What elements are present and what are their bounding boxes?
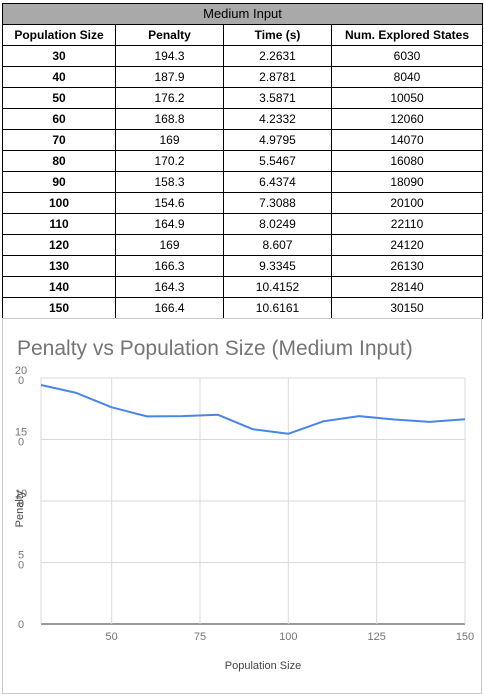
- y-tick-label: 20: [15, 365, 27, 377]
- x-tick-label: 150: [456, 631, 474, 643]
- table-cell: 26130: [330, 255, 484, 277]
- table-cell: 40: [2, 66, 116, 88]
- column-header: Num. Explored States: [330, 24, 484, 46]
- table-cell: 22110: [330, 213, 484, 235]
- y-tick-label: 0: [18, 619, 24, 631]
- table-cell: 9.3345: [223, 255, 332, 277]
- table-row: 60 168.8 4.2332 12060: [2, 108, 484, 130]
- x-tick-label: 75: [194, 631, 206, 643]
- table-row: 30 194.3 2.2631 6030: [2, 45, 484, 67]
- table-row: 110 164.9 8.0249 22110: [2, 213, 484, 235]
- table-cell: 16080: [330, 150, 484, 172]
- table-cell: 70: [2, 129, 116, 151]
- table-cell: 100: [2, 192, 116, 214]
- y-tick-label: 5: [18, 550, 24, 562]
- penalty-series-line: [40, 384, 466, 435]
- table-cell: 169: [115, 129, 224, 151]
- table-cell: 120: [2, 234, 116, 256]
- table-row: 100 154.6 7.3088 20100: [2, 192, 484, 214]
- table-cell: 164.9: [115, 213, 224, 235]
- table-cell: 176.2: [115, 87, 224, 109]
- y-tick-label: 0: [18, 498, 24, 510]
- table-row: 90 158.3 6.4374 18090: [2, 171, 484, 193]
- table-cell: 169: [115, 234, 224, 256]
- table-row: 130 166.3 9.3345 26130: [2, 255, 484, 277]
- table-cell: 10.4152: [223, 276, 332, 298]
- table-cell: 158.3: [115, 171, 224, 193]
- table-cell: 10.6161: [223, 297, 332, 319]
- x-tick-label: 100: [279, 631, 297, 643]
- table-cell: 8040: [330, 66, 484, 88]
- table-cell: 2.2631: [223, 45, 332, 67]
- y-tick-label: 0: [18, 560, 24, 572]
- table-row: 40 187.9 2.8781 8040: [2, 66, 484, 88]
- table-row: 150 166.4 10.6161 30150: [2, 297, 484, 319]
- table-cell: 3.5871: [223, 87, 332, 109]
- table-cell: 80: [2, 150, 116, 172]
- table-cell: 14070: [330, 129, 484, 151]
- column-header-row: Population Size Penalty Time (s) Num. Ex…: [2, 24, 484, 46]
- group-header: Medium Input: [1, 3, 484, 25]
- table-cell: 10050: [330, 87, 484, 109]
- table-cell: 20100: [330, 192, 484, 214]
- table-row: 80 170.2 5.5467 16080: [2, 150, 484, 172]
- table-cell: 140: [2, 276, 116, 298]
- table-cell: 60: [2, 108, 116, 130]
- table-cell: 5.5467: [223, 150, 332, 172]
- y-tick-label: 15: [15, 427, 27, 439]
- table-cell: 8.0249: [223, 213, 332, 235]
- penalty-chart: Penalty vs Population Size (Medium Input…: [2, 318, 482, 694]
- table-cell: 50: [2, 87, 116, 109]
- table-cell: 166.4: [115, 297, 224, 319]
- table-cell: 28140: [330, 276, 484, 298]
- table-cell: 6030: [330, 45, 484, 67]
- y-tick-label: 0: [18, 437, 24, 449]
- x-tick-label: 125: [367, 631, 385, 643]
- table-cell: 30: [2, 45, 116, 67]
- table-cell: 154.6: [115, 192, 224, 214]
- table-cell: 4.9795: [223, 129, 332, 151]
- table-cell: 150: [2, 297, 116, 319]
- table-row: 50 176.2 3.5871 10050: [2, 87, 484, 109]
- table-row: 120 169 8.607 24120: [2, 234, 484, 256]
- table-cell: 187.9: [115, 66, 224, 88]
- y-tick-label: 10: [15, 488, 27, 500]
- table-cell: 2.8781: [223, 66, 332, 88]
- column-header: Time (s): [223, 24, 332, 46]
- table-cell: 170.2: [115, 150, 224, 172]
- table-row: 70 169 4.9795 14070: [2, 129, 484, 151]
- x-axis-title: Population Size: [225, 660, 301, 672]
- table-cell: 4.2332: [223, 108, 332, 130]
- table-cell: 6.4374: [223, 171, 332, 193]
- table-row: 140 164.3 10.4152 28140: [2, 276, 484, 298]
- table-cell: 24120: [330, 234, 484, 256]
- table-cell: 30150: [330, 297, 484, 319]
- results-table: Medium Input Population Size Penalty Tim…: [1, 3, 484, 319]
- table-cell: 18090: [330, 171, 484, 193]
- table-cell: 168.8: [115, 108, 224, 130]
- column-header: Population Size: [2, 24, 116, 46]
- chart-title: Penalty vs Population Size (Medium Input…: [17, 337, 413, 360]
- y-axis-title: Penalty: [14, 490, 26, 527]
- table-cell: 110: [2, 213, 116, 235]
- table-cell: 90: [2, 171, 116, 193]
- y-tick-label: 0: [18, 375, 24, 387]
- table-cell: 164.3: [115, 276, 224, 298]
- table-cell: 8.607: [223, 234, 332, 256]
- column-header: Penalty: [115, 24, 224, 46]
- table-cell: 7.3088: [223, 192, 332, 214]
- table-cell: 194.3: [115, 45, 224, 67]
- x-tick-label: 50: [106, 631, 118, 643]
- table-cell: 130: [2, 255, 116, 277]
- table-cell: 12060: [330, 108, 484, 130]
- table-cell: 166.3: [115, 255, 224, 277]
